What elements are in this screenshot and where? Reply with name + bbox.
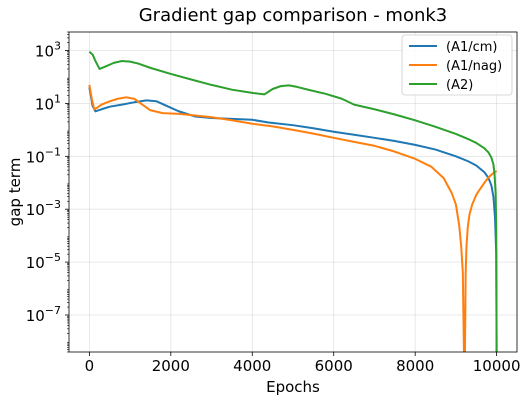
y-tick-label: 10−1 xyxy=(26,145,61,166)
y-tick-label: 10−5 xyxy=(26,251,61,272)
y-tick-label: 10−3 xyxy=(26,198,61,219)
y-tick-label: 103 xyxy=(35,39,61,60)
y-axis-label: gap term xyxy=(6,158,24,227)
legend-label: (A1/nag) xyxy=(446,59,502,74)
x-axis-ticks: 0 2000 4000 6000 8000 10000 xyxy=(85,352,521,375)
y-tick-label: 10−7 xyxy=(26,304,61,325)
legend-label: (A2) xyxy=(446,78,473,93)
series-line-1 xyxy=(88,87,498,352)
chart-title: Gradient gap comparison - monk3 xyxy=(139,5,448,26)
y-axis-ticks: 103 101 10−1 10−3 10−5 10−7 xyxy=(26,31,69,353)
x-axis-label: Epochs xyxy=(266,378,320,396)
x-tick-label: 6000 xyxy=(315,357,353,375)
x-tick-label: 8000 xyxy=(396,357,434,375)
x-tick-label: 4000 xyxy=(233,357,271,375)
x-tick-label: 2000 xyxy=(152,357,190,375)
legend-box xyxy=(401,34,513,96)
x-tick-label: 0 xyxy=(85,357,95,375)
series-lines xyxy=(88,50,498,352)
legend: (A1/cm) (A1/nag) (A2) xyxy=(401,34,513,96)
plot-frame xyxy=(68,31,518,353)
y-tick-label: 101 xyxy=(35,92,61,113)
series-line-3 xyxy=(88,50,498,352)
series-line-2 xyxy=(88,84,498,352)
x-tick-label: 10000 xyxy=(473,357,521,375)
legend-label: (A1/cm) xyxy=(446,40,498,55)
